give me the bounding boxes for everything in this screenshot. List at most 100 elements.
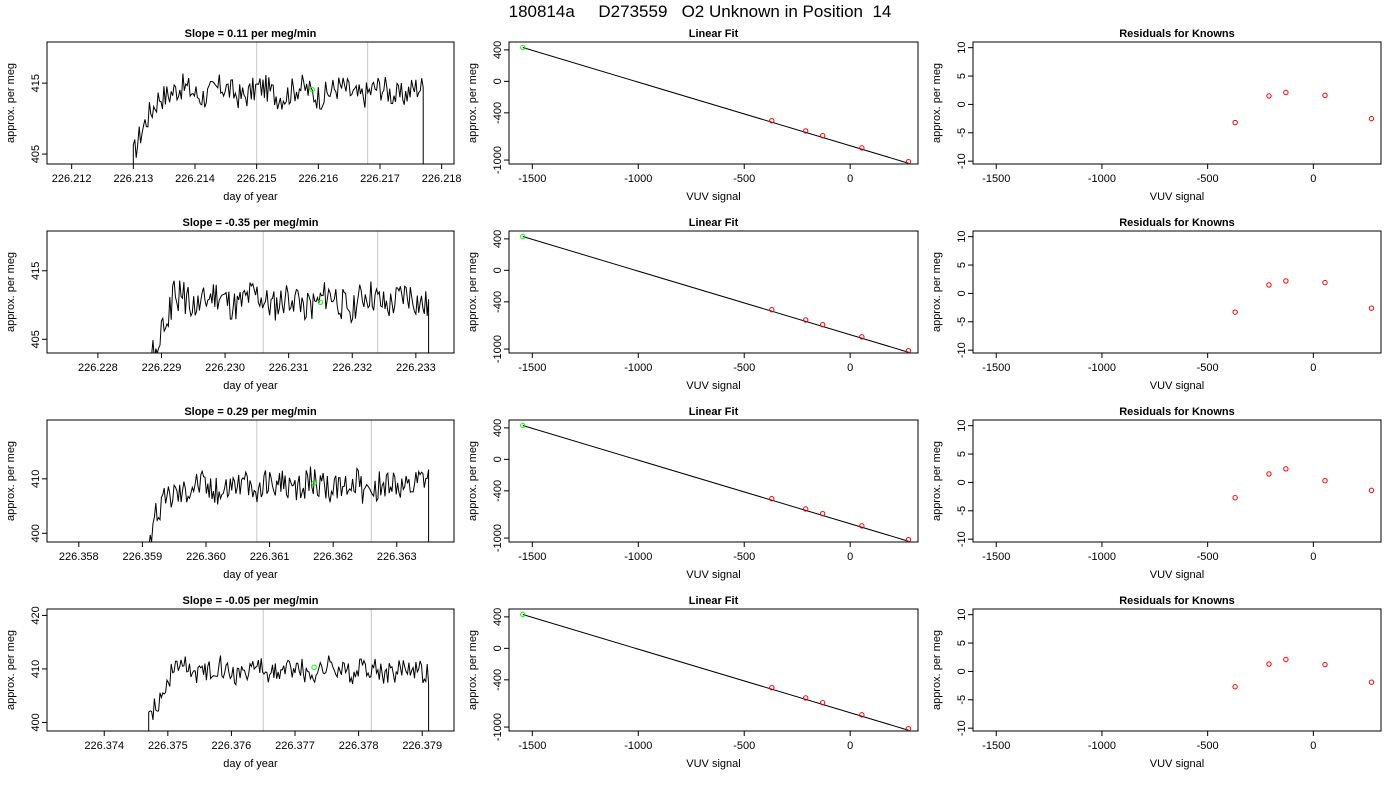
x-tick-label: -1000 <box>1088 173 1116 185</box>
residual-point <box>1266 282 1272 288</box>
y-axis-label: approx. per meg <box>467 441 479 521</box>
unknown-point <box>520 422 526 429</box>
y-axis-label: approx. per meg <box>5 252 17 332</box>
x-tick-label: -1000 <box>624 362 652 374</box>
x-tick-label: 226.231 <box>269 362 309 374</box>
x-tick-label: -1000 <box>1088 551 1116 563</box>
x-tick-label: 0 <box>847 362 853 374</box>
y-tick-label: 0 <box>492 645 504 651</box>
x-tick-label: 0 <box>847 173 853 185</box>
y-tick-label: -400 <box>492 102 504 124</box>
residual-point <box>1266 661 1272 667</box>
x-axis-label: VUV signal <box>686 569 740 581</box>
x-tick-label: 0 <box>1310 173 1316 185</box>
y-tick-label: -10 <box>956 531 968 547</box>
x-tick-label: 226.379 <box>402 740 442 752</box>
y-axis-label: approx. per meg <box>467 630 479 710</box>
x-tick-label: -1500 <box>982 740 1010 752</box>
residuals-1-plot: Residuals for Knowns -1500 -1000 -500 0 10 5 0 -… <box>931 28 1382 203</box>
x-tick-label: -1500 <box>982 362 1010 374</box>
panel-title: Residuals for Knowns <box>1119 595 1235 607</box>
x-tick-label: -500 <box>1197 362 1219 374</box>
y-tick-label: 400 <box>30 713 42 731</box>
time-series-1-plot: Slope = 0.11 per meg/min 226.212 226.213 22… <box>5 28 462 203</box>
x-tick-label: -1000 <box>624 173 652 185</box>
x-tick-label: -500 <box>733 740 755 752</box>
x-tick-label: 0 <box>1310 740 1316 752</box>
plot-frame <box>972 230 1382 354</box>
plot-frame <box>508 41 919 165</box>
x-axis-label: VUV signal <box>1150 758 1204 770</box>
residual-point <box>1283 89 1289 96</box>
panel-title: Residuals for Knowns <box>1119 28 1235 40</box>
x-tick-label: -500 <box>733 173 755 185</box>
residual-point <box>1283 656 1289 663</box>
residual-point <box>1322 279 1328 286</box>
y-axis-label: approx. per meg <box>5 630 17 710</box>
plot-area <box>1232 89 1375 126</box>
y-tick-label: 400 <box>492 41 504 59</box>
known-point <box>859 145 865 151</box>
y-tick-label: 10 <box>956 42 968 54</box>
x-tick-label: 226.360 <box>186 551 226 563</box>
panel-title: Linear Fit <box>689 406 739 418</box>
x-tick-label: 226.232 <box>332 362 372 374</box>
plot-area <box>1232 278 1375 315</box>
residual-point <box>1232 495 1238 501</box>
y-tick-label: 415 <box>30 74 42 92</box>
time-series-3-plot: Slope = 0.29 per meg/min 226.358 226.359 22… <box>5 406 455 581</box>
x-tick-label: 226.217 <box>360 173 400 185</box>
x-tick-label: -500 <box>1197 173 1219 185</box>
time-series-4-plot: Slope = -0.05 per meg/min 226.374 226.375 2… <box>5 595 455 770</box>
x-tick-label: -1500 <box>518 551 546 563</box>
x-tick-label: 226.361 <box>250 551 290 563</box>
known-point <box>859 523 865 529</box>
fit-line <box>522 236 909 353</box>
residuals-2-plot: Residuals for Knowns -1500 -1000 -500 0 10 5 0 -… <box>931 217 1382 392</box>
unknown-point <box>311 664 317 671</box>
plot-frame <box>508 608 919 732</box>
panel-title: Slope = 0.11 per meg/min <box>185 28 317 40</box>
linear-fit-1-plot: Linear Fit -1500 -1000 -500 0 400 0 -400 -1000 VU… <box>467 28 919 203</box>
y-tick-label: 410 <box>30 660 42 678</box>
y-tick-label: -400 <box>492 480 504 502</box>
y-tick-label: 0 <box>956 290 968 296</box>
y-axis-label: approx. per meg <box>931 441 943 521</box>
x-tick-label: 226.374 <box>84 740 124 752</box>
series-line <box>148 466 430 542</box>
x-tick-label: 226.216 <box>298 173 338 185</box>
x-axis-label: VUV signal <box>686 380 740 392</box>
y-tick-label: 405 <box>30 145 42 163</box>
x-tick-label: 226.212 <box>52 173 92 185</box>
x-axis-label: day of year <box>223 191 278 203</box>
x-tick-label: -1500 <box>982 551 1010 563</box>
unknown-point <box>520 44 526 51</box>
x-tick-label: 0 <box>847 740 853 752</box>
x-tick-label: 226.233 <box>396 362 436 374</box>
x-tick-label: -500 <box>1197 551 1219 563</box>
residual-point <box>1322 661 1328 668</box>
panel-title: Linear Fit <box>689 217 739 229</box>
time-series-2-plot: Slope = -0.35 per meg/min 226.228 226.229 2… <box>5 217 455 392</box>
x-tick-label: -1500 <box>518 362 546 374</box>
plot-area <box>520 44 912 164</box>
panel-title: Linear Fit <box>689 595 739 607</box>
x-axis-label: VUV signal <box>1150 191 1204 203</box>
x-tick-label: 226.363 <box>377 551 417 563</box>
x-axis-label: day of year <box>223 569 278 581</box>
y-tick-label: 420 <box>30 606 42 624</box>
x-tick-label: -1500 <box>518 740 546 752</box>
y-tick-label: 0 <box>956 479 968 485</box>
y-tick-label: 400 <box>30 524 42 542</box>
x-tick-label: 226.215 <box>237 173 277 185</box>
x-tick-label: 226.358 <box>59 551 99 563</box>
fit-line <box>522 614 909 731</box>
plot-frame <box>972 419 1382 543</box>
y-tick-label: 10 <box>956 420 968 432</box>
panel-title: Linear Fit <box>689 28 739 40</box>
known-point <box>769 118 775 124</box>
residual-point <box>1283 278 1289 284</box>
x-tick-label: 226.375 <box>148 740 188 752</box>
y-tick-label: -1000 <box>492 146 504 174</box>
x-tick-label: -500 <box>733 551 755 563</box>
